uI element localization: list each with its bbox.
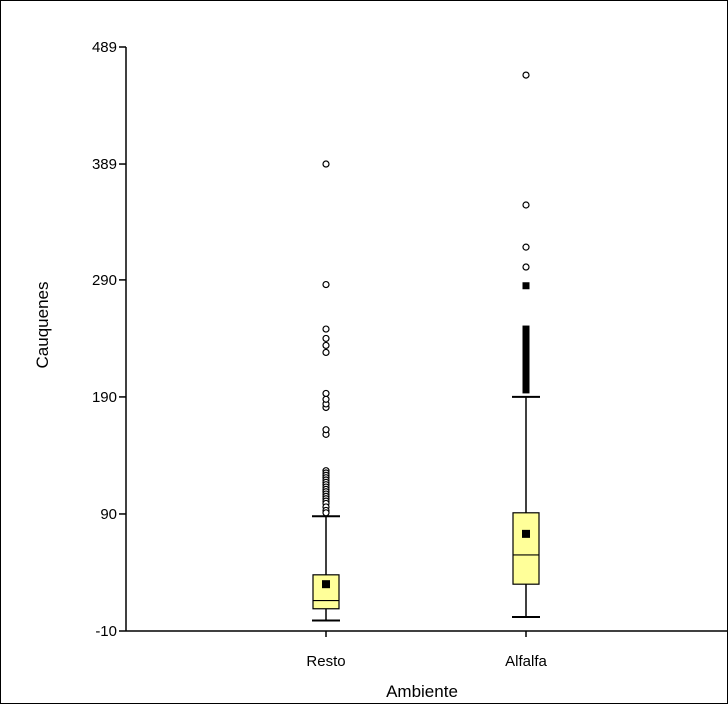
outlier-filled	[522, 348, 530, 356]
y-tick-label: -10	[95, 623, 117, 640]
mean-marker	[522, 529, 530, 538]
outlier-open	[522, 201, 530, 209]
outlier-filled	[522, 375, 530, 383]
mean-marker	[322, 580, 330, 589]
outlier-filled	[522, 357, 530, 365]
y-tick-label: 190	[92, 389, 117, 406]
axes	[125, 47, 728, 632]
outlier-open	[322, 325, 330, 333]
outlier-filled	[522, 325, 530, 333]
y-tick-label: 90	[100, 506, 117, 523]
iqr-box	[512, 512, 540, 585]
outlier-filled	[522, 339, 530, 347]
iqr-box	[312, 574, 340, 610]
x-tick-label: Resto	[306, 653, 345, 670]
outlier-open	[322, 160, 330, 168]
box-alfalfa	[512, 71, 540, 618]
outlier-filled	[522, 344, 530, 352]
outlier-open	[322, 348, 330, 357]
outlier-filled	[522, 282, 530, 290]
y-tick-label: 389	[92, 156, 117, 173]
outlier-open	[322, 389, 330, 398]
outlier-open	[522, 263, 530, 271]
outlier-open	[322, 334, 330, 343]
outlier-filled	[522, 380, 530, 388]
outlier-open	[322, 509, 330, 517]
x-tick-label: Alfalfa	[505, 653, 547, 670]
outlier-filled	[522, 366, 530, 374]
outlier-filled	[522, 386, 530, 394]
box-resto	[312, 160, 340, 622]
boxes	[312, 71, 540, 622]
outlier-open	[322, 395, 330, 403]
outlier-filled	[522, 361, 530, 369]
y-tick-label: 489	[92, 39, 117, 56]
y-axis-title: Cauquenes	[33, 282, 52, 369]
y-ticks: -10 90 190 290 389 489	[92, 39, 126, 640]
outlier-filled	[522, 334, 530, 342]
outlier-open	[522, 71, 530, 79]
x-ticks: Resto Alfalfa	[306, 631, 547, 670]
outlier-open	[322, 341, 330, 350]
outlier-open	[322, 426, 330, 434]
outlier-open	[322, 280, 330, 289]
outlier-filled	[522, 330, 530, 338]
outlier-filled	[522, 371, 530, 379]
x-axis-title: Ambiente	[386, 682, 458, 701]
y-tick-label: 290	[92, 272, 117, 289]
outlier-filled	[522, 352, 530, 360]
outlier-open	[522, 243, 530, 251]
